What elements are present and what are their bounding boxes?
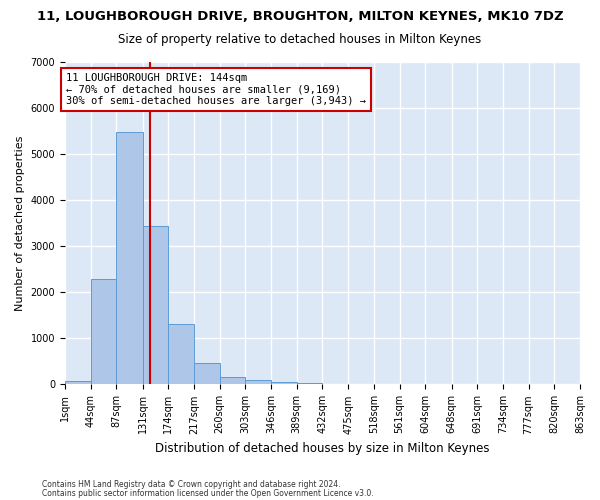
Bar bbox=[143, 226, 168, 384]
Text: 11 LOUGHBOROUGH DRIVE: 144sqm
← 70% of detached houses are smaller (9,169)
30% o: 11 LOUGHBOROUGH DRIVE: 144sqm ← 70% of d… bbox=[66, 73, 366, 106]
Text: Size of property relative to detached houses in Milton Keynes: Size of property relative to detached ho… bbox=[118, 32, 482, 46]
Bar bbox=[297, 383, 322, 384]
Bar bbox=[220, 377, 245, 384]
Text: 11, LOUGHBOROUGH DRIVE, BROUGHTON, MILTON KEYNES, MK10 7DZ: 11, LOUGHBOROUGH DRIVE, BROUGHTON, MILTO… bbox=[37, 10, 563, 23]
Bar bbox=[245, 380, 271, 384]
Bar bbox=[65, 381, 91, 384]
Bar bbox=[168, 324, 194, 384]
X-axis label: Distribution of detached houses by size in Milton Keynes: Distribution of detached houses by size … bbox=[155, 442, 490, 455]
Text: Contains HM Land Registry data © Crown copyright and database right 2024.: Contains HM Land Registry data © Crown c… bbox=[42, 480, 341, 489]
Bar bbox=[271, 382, 297, 384]
Y-axis label: Number of detached properties: Number of detached properties bbox=[15, 136, 25, 310]
Text: Contains public sector information licensed under the Open Government Licence v3: Contains public sector information licen… bbox=[42, 488, 374, 498]
Bar bbox=[91, 280, 116, 384]
Bar bbox=[116, 132, 143, 384]
Bar bbox=[194, 363, 220, 384]
